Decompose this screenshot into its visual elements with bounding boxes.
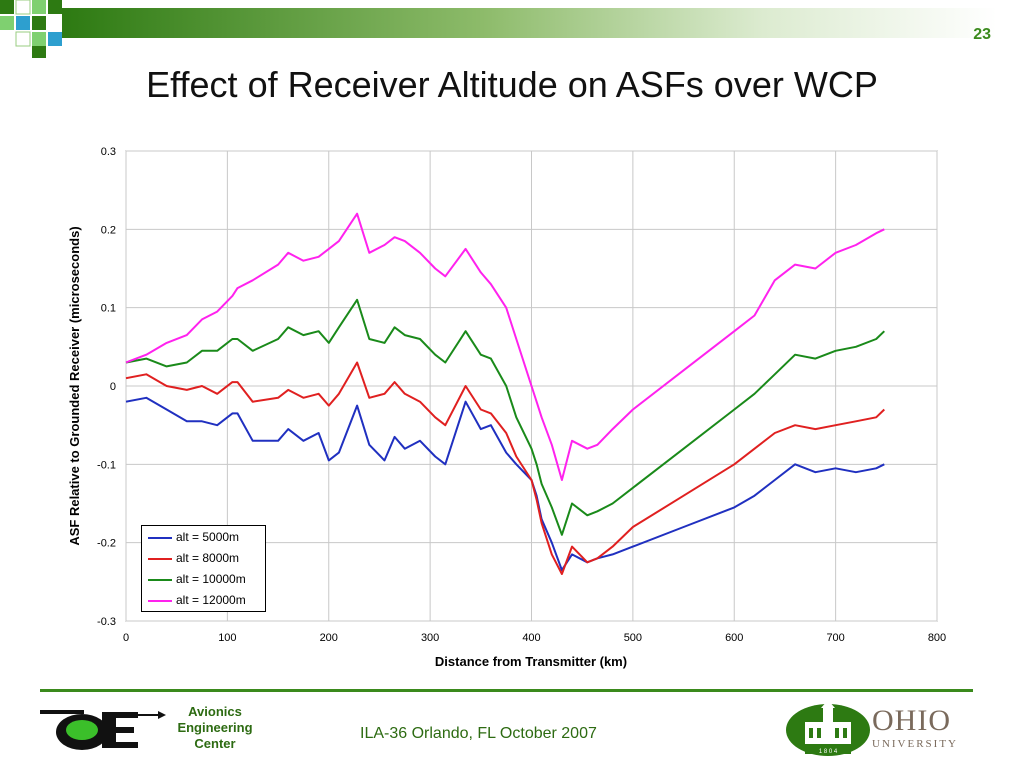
university-name: OHIO [872, 704, 951, 737]
legend-item-10000: alt = 10000m [148, 572, 246, 586]
series-line-3 [125, 212, 885, 481]
legend-item-5000: alt = 5000m [148, 530, 239, 544]
footer-org-name: Avionics Engineering Center [160, 704, 270, 752]
legend-label-10000: alt = 10000m [176, 572, 246, 586]
ohio-university-seal-icon: 1 8 0 4 [786, 700, 870, 756]
footer-org-line1: Avionics [188, 704, 242, 719]
legend-label-8000: alt = 8000m [176, 551, 240, 565]
series-line-1 [125, 361, 885, 575]
y-tick-label: 0 [110, 381, 116, 393]
seal-year: 1 8 0 4 [819, 749, 838, 755]
y-tick-label: -0.3 [97, 616, 116, 628]
series-line-0 [125, 396, 885, 572]
y-tick-label: 0.2 [101, 224, 116, 236]
chart-legend: alt = 5000m alt = 8000m alt = 10000m alt… [141, 525, 266, 612]
x-axis-label: Distance from Transmitter (km) [435, 654, 627, 669]
x-tick-label: 800 [928, 632, 946, 644]
university-subtitle: UNIVERSITY [872, 738, 958, 750]
x-tick-label: 0 [123, 632, 129, 644]
footer-divider [40, 689, 973, 692]
legend-swatch-12000 [148, 599, 172, 602]
x-tick-label: 600 [725, 632, 743, 644]
x-tick-label: 700 [826, 632, 844, 644]
y-tick-label: -0.1 [97, 459, 116, 471]
x-tick-label: 500 [624, 632, 642, 644]
header-bar [62, 8, 997, 38]
y-axis-label: ASF Relative to Grounded Receiver (micro… [67, 226, 82, 545]
x-tick-label: 100 [218, 632, 236, 644]
x-tick-label: 300 [421, 632, 439, 644]
footer-org-line2: Engineering [177, 720, 253, 735]
series-line-2 [125, 298, 885, 536]
slide-number: 23 [973, 26, 991, 43]
corner-squares-logo [0, 0, 62, 58]
aec-logo-icon [40, 710, 166, 750]
y-tick-label: 0.1 [101, 303, 116, 315]
legend-item-12000: alt = 12000m [148, 593, 246, 607]
footer-org-line3: Center [194, 736, 236, 751]
x-tick-label: 200 [320, 632, 338, 644]
legend-label-12000: alt = 12000m [176, 593, 246, 607]
y-tick-label: 0.3 [101, 146, 116, 158]
legend-label-5000: alt = 5000m [176, 530, 240, 544]
legend-swatch-8000 [148, 557, 172, 560]
x-tick-label: 400 [522, 632, 540, 644]
y-tick-label: -0.2 [97, 538, 116, 550]
legend-item-8000: alt = 8000m [148, 551, 239, 565]
legend-swatch-5000 [148, 536, 172, 539]
footer-event-text: ILA-36 Orlando, FL October 2007 [360, 725, 597, 742]
legend-swatch-10000 [148, 578, 172, 581]
slide-title: Effect of Receiver Altitude on ASFs over… [146, 64, 878, 105]
